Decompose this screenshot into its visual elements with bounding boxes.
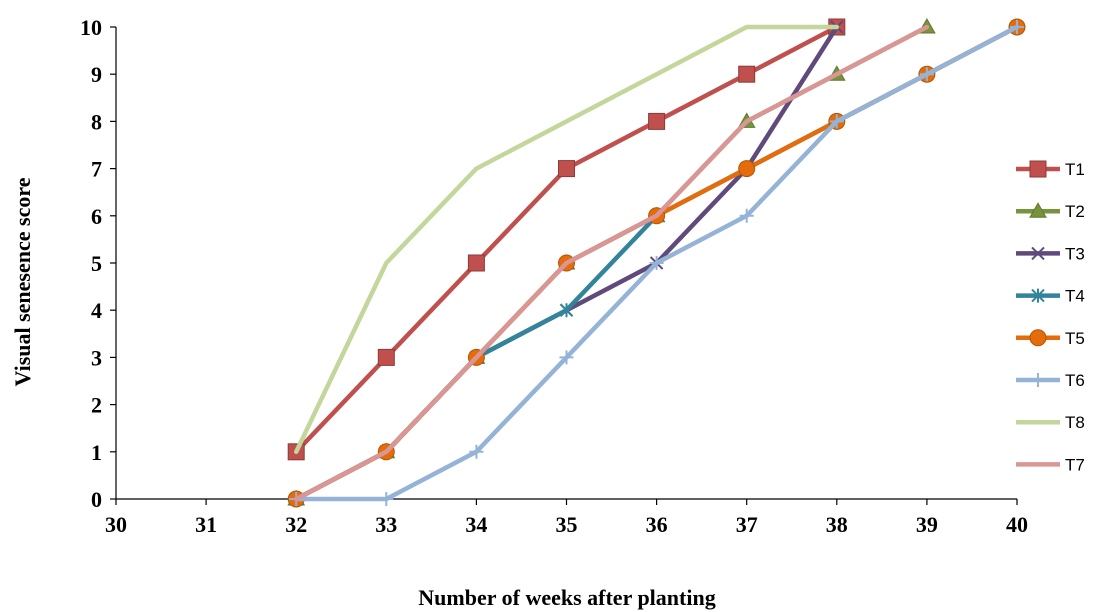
legend-marker — [1029, 202, 1047, 218]
legend-item-t5: T5 — [1016, 329, 1085, 348]
x-tick-label: 33 — [375, 512, 397, 537]
data-point-t6 — [649, 256, 664, 270]
x-tick-label: 30 — [105, 512, 127, 537]
legend-marker — [1029, 160, 1047, 178]
y-tick-label: 0 — [91, 487, 102, 512]
y-tick-label: 7 — [91, 157, 102, 182]
x-axis-title: Number of weeks after planting — [418, 585, 715, 610]
data-point-t4 — [559, 303, 574, 318]
x-tick-label: 37 — [736, 512, 758, 537]
series-t1 — [287, 18, 846, 461]
y-axis-title: Visual senesence score — [10, 177, 35, 386]
data-point-t6 — [1010, 20, 1024, 34]
legend-label: T1 — [1065, 160, 1085, 179]
legend-marker — [1029, 329, 1047, 347]
data-point-t1 — [648, 112, 666, 130]
data-point-t6 — [919, 67, 934, 82]
legend-item-t7: T7 — [1016, 455, 1085, 474]
legend-item-t3: T3 — [1016, 244, 1085, 263]
data-point-t1 — [377, 348, 395, 366]
data-point-t1 — [738, 65, 756, 83]
legend-marker — [1031, 246, 1045, 261]
data-point-t6 — [559, 350, 574, 365]
legend-marker — [1031, 373, 1045, 387]
legend-item-t2: T2 — [1016, 202, 1085, 221]
data-point-t5 — [738, 160, 756, 178]
legend-label: T4 — [1065, 287, 1085, 306]
legend-label: T5 — [1065, 329, 1085, 348]
legend-marker — [1031, 288, 1045, 303]
data-point-t1 — [467, 254, 485, 272]
legend-label: T7 — [1065, 455, 1085, 474]
legend-item-t4: T4 — [1016, 287, 1085, 306]
legend-item-t6: T6 — [1016, 371, 1085, 390]
x-tick-label: 36 — [646, 512, 668, 537]
legend-item-t1: T1 — [1016, 160, 1085, 179]
legend-label: T2 — [1065, 202, 1085, 221]
x-tick-label: 32 — [285, 512, 307, 537]
y-tick-label: 8 — [91, 109, 102, 134]
legend-item-t8: T8 — [1016, 413, 1085, 432]
data-point-t6 — [829, 114, 844, 129]
series-t7 — [293, 24, 930, 502]
y-tick-label: 6 — [91, 204, 102, 229]
y-tick-label: 2 — [91, 393, 102, 418]
legend-label: T8 — [1065, 413, 1085, 432]
y-tick-label: 3 — [91, 345, 102, 370]
series-t6 — [289, 20, 1024, 506]
y-tick-label: 9 — [91, 62, 102, 87]
data-point-t6 — [739, 208, 754, 223]
series-line-t1 — [293, 24, 840, 455]
y-tick-label: 1 — [91, 440, 102, 465]
y-tick-label: 5 — [91, 251, 102, 276]
x-tick-label: 31 — [195, 512, 217, 537]
x-tick-label: 40 — [1006, 512, 1028, 537]
series-line-t8 — [293, 24, 840, 455]
data-point-t6 — [379, 492, 394, 506]
x-tick-label: 35 — [556, 512, 578, 537]
x-tick-label: 34 — [465, 512, 487, 537]
series-t8 — [293, 24, 840, 455]
data-point-t1 — [558, 160, 575, 178]
data-point-t6 — [469, 444, 484, 459]
y-tick-label: 4 — [91, 298, 102, 323]
legend-label: T6 — [1065, 371, 1085, 390]
x-tick-label: 39 — [916, 512, 938, 537]
legend-label: T3 — [1065, 244, 1085, 263]
x-tick-label: 38 — [826, 512, 848, 537]
series-line-t7 — [293, 24, 930, 502]
y-tick-label: 10 — [80, 15, 102, 40]
